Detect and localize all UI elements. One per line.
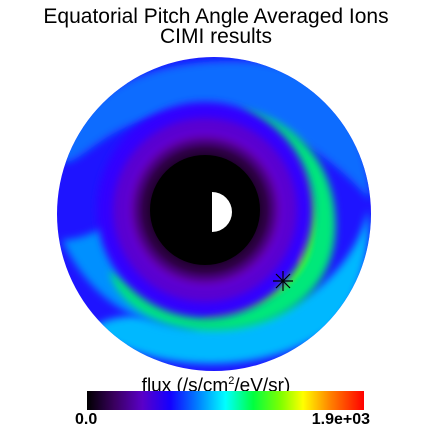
colorbar-max-label: 1.9e+03 — [311, 411, 370, 428]
earth-day-side — [212, 192, 232, 232]
chart-title: Equatorial Pitch Angle Averaged Ions — [43, 5, 389, 28]
flux-outer-cyan-band — [90, 210, 369, 364]
colorbar-min-label: 0.0 — [75, 411, 98, 428]
chart-subtitle: CIMI results — [159, 25, 272, 48]
location-marker — [273, 271, 293, 291]
colorbar — [87, 391, 364, 410]
flux-outer-azure-band — [60, 60, 370, 201]
earth-night-side — [192, 192, 212, 232]
